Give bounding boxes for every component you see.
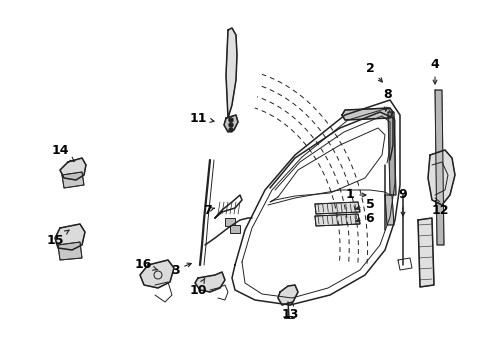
Text: 6: 6 [356,211,374,225]
Polygon shape [225,218,235,226]
Text: 8: 8 [384,89,392,111]
Polygon shape [62,172,84,188]
Polygon shape [195,272,225,292]
Text: 5: 5 [356,198,374,211]
Text: 9: 9 [399,189,407,216]
Text: 1: 1 [345,189,366,202]
Text: 3: 3 [171,263,191,276]
Text: 4: 4 [431,58,440,84]
Circle shape [229,128,233,132]
Polygon shape [342,108,393,120]
Text: 7: 7 [203,203,214,216]
Polygon shape [230,225,240,233]
Text: 2: 2 [366,62,382,82]
Text: 12: 12 [431,201,449,216]
Polygon shape [226,28,237,118]
Polygon shape [315,214,360,226]
Text: 15: 15 [46,230,69,247]
Polygon shape [60,158,86,180]
Polygon shape [418,218,434,287]
Circle shape [229,123,233,127]
Circle shape [229,118,233,122]
Text: 11: 11 [189,112,214,125]
Polygon shape [315,202,360,214]
Polygon shape [55,224,85,250]
Text: 13: 13 [281,302,299,321]
Polygon shape [435,90,444,245]
Polygon shape [388,112,396,195]
Polygon shape [224,115,238,132]
Polygon shape [428,150,455,205]
Text: 14: 14 [51,144,74,161]
Text: 10: 10 [189,278,207,297]
Polygon shape [140,260,174,288]
Polygon shape [58,242,82,260]
Text: 16: 16 [134,258,157,271]
Polygon shape [278,285,298,305]
Polygon shape [385,195,394,225]
